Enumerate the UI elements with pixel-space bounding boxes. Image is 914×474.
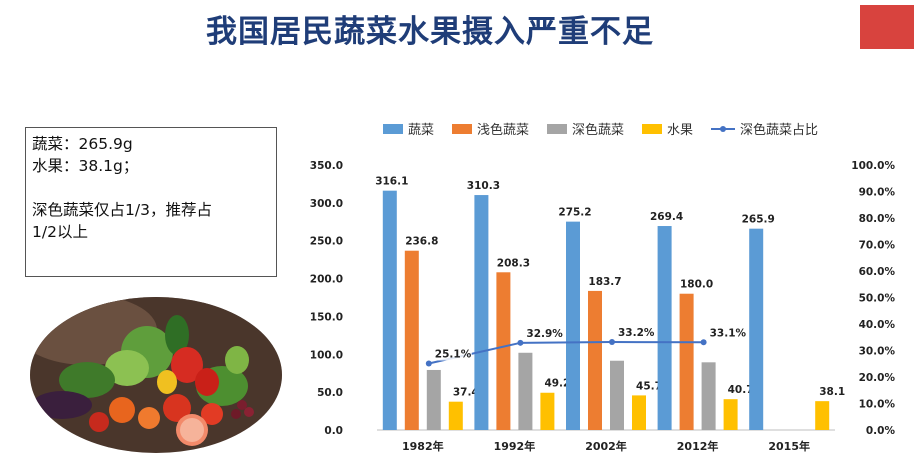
y-left-tick-6: 300.0 [310, 198, 343, 210]
legend-label-3: 水果 [667, 123, 693, 138]
y-right-tick-3: 30.0% [859, 346, 896, 358]
line-label-3: 33.1% [710, 327, 747, 339]
bar-label-0-1: 310.3 [467, 180, 500, 192]
legend-label-0: 蔬菜 [408, 123, 434, 138]
bar-2-0 [426, 369, 441, 430]
y-right-tick-10: 100.0% [851, 160, 895, 172]
chart-axes: 0.0 50.0 100.0 150.0 200.0 250.0 300.0 350.0 0.0… [310, 160, 896, 453]
line-point-2 [609, 339, 615, 346]
bar-label-0-0: 316.1 [375, 176, 408, 188]
bar-2-1 [518, 352, 533, 430]
bar-2-3 [701, 362, 716, 430]
line-label-2: 33.2% [618, 327, 655, 339]
x-tick-4: 2015年 [768, 439, 810, 453]
info-vegetable-intake: 蔬菜：265.9g [32, 135, 133, 153]
bar-label-0-2: 275.2 [558, 207, 591, 219]
legend-label-line: 深色蔬菜占比 [740, 122, 818, 138]
info-gap [32, 177, 270, 199]
bar-label-1-1: 208.3 [497, 257, 530, 269]
legend-swatch-2 [547, 124, 567, 134]
line-ratio-path [428, 341, 704, 365]
y-left-tick-2: 100.0 [310, 349, 343, 361]
bar-1-3 [679, 293, 694, 430]
bar-3-2 [632, 395, 646, 430]
y-right-tick-0: 0.0% [866, 425, 896, 437]
bar-label-0-4: 265.9 [742, 214, 775, 226]
y-left-tick-0: 0.0 [324, 425, 343, 437]
bar-label-3-1: 49.2 [544, 378, 570, 390]
y-right-tick-7: 70.0% [859, 240, 896, 252]
bar-label-3-3: 40.7 [728, 384, 754, 396]
legend-swatch-3 [642, 124, 662, 134]
bar-label-1-2: 183.7 [588, 276, 621, 288]
vegetable-fruit-chart: 蔬菜 浅色蔬菜 深色蔬菜 水果 深色蔬菜占比 0.0 50.0 100.0 150.0 200.… [310, 122, 896, 453]
line-label-bg-1 [524, 325, 564, 340]
y-left-tick-1: 50.0 [317, 387, 343, 399]
bar-1-2 [588, 290, 602, 430]
line-label-bg-3 [707, 325, 747, 340]
chart-line: 25.1% 32.9% 33.2% 33.1% [425, 325, 747, 367]
legend-label-1: 浅色蔬菜 [477, 122, 529, 138]
bar-1-1 [496, 272, 511, 430]
y-left-tick-3: 150.0 [310, 311, 343, 323]
line-label-bg-0 [432, 346, 472, 361]
y-right-tick-1: 10.0% [859, 399, 896, 411]
bar-label-3-0: 37.4 [453, 387, 479, 399]
bar-0-4 [749, 228, 764, 430]
legend-swatch-1 [452, 124, 472, 134]
line-point-0 [425, 360, 432, 367]
bar-label-3-2: 45.7 [636, 380, 662, 392]
info-dark-vegetable-note-2: 1/2以上 [32, 223, 88, 241]
line-point-3 [700, 339, 707, 346]
x-tick-3: 2012年 [677, 439, 719, 453]
line-point-1 [517, 339, 524, 346]
x-tick-0: 1982年 [402, 439, 444, 453]
bar-2-2 [610, 360, 624, 430]
vegetables-fruits-photo [30, 297, 282, 453]
bar-0-3 [657, 226, 672, 430]
bar-1-0 [404, 250, 419, 430]
legend-swatch-0 [383, 124, 403, 134]
x-tick-1: 1992年 [494, 439, 536, 453]
bar-3-4 [815, 401, 830, 430]
info-box: 蔬菜：265.9g 水果：38.1g； 深色蔬菜仅占1/3，推荐占 1/2以上 [25, 127, 277, 277]
line-label-0: 25.1% [435, 348, 472, 360]
bar-label-0-3: 269.4 [650, 211, 683, 223]
bar-0-1 [474, 195, 489, 430]
bar-0-2 [566, 221, 580, 430]
info-fruit-intake: 水果：38.1g； [32, 157, 139, 175]
bar-3-3 [723, 399, 738, 430]
y-right-tick-6: 60.0% [859, 266, 896, 278]
bar-label-1-3: 180.0 [680, 279, 713, 291]
info-dark-vegetable-note: 深色蔬菜仅占1/3，推荐占 [32, 201, 212, 219]
bar-label-1-0: 236.8 [405, 236, 438, 248]
corner-accent-block [860, 5, 914, 49]
y-right-tick-9: 90.0% [859, 187, 896, 199]
y-left-tick-7: 350.0 [310, 160, 343, 172]
y-left-tick-4: 200.0 [310, 274, 343, 286]
line-label-1: 32.9% [526, 328, 563, 340]
y-right-tick-2: 20.0% [859, 372, 896, 384]
legend-line-marker [720, 126, 726, 132]
bar-3-0 [448, 401, 463, 430]
y-right-tick-4: 40.0% [859, 319, 896, 331]
y-right-tick-8: 80.0% [859, 213, 896, 225]
bar-3-1 [540, 392, 555, 430]
slide-title: 我国居民蔬菜水果摄入严重不足 [206, 14, 654, 50]
y-right-tick-5: 50.0% [859, 293, 896, 305]
legend-label-2: 深色蔬菜 [572, 122, 624, 138]
line-label-bg-2 [616, 325, 655, 340]
y-left-tick-5: 250.0 [310, 236, 343, 248]
x-tick-2: 2002年 [585, 439, 627, 453]
chart-bars: 316.1 236.8 37.4 310.3 208.3 49.2 275.2 183.7 45… [375, 176, 845, 430]
bar-0-0 [382, 190, 397, 430]
bar-label-3-4: 38.1 [819, 386, 845, 398]
chart-legend: 蔬菜 浅色蔬菜 深色蔬菜 水果 深色蔬菜占比 [383, 122, 818, 138]
